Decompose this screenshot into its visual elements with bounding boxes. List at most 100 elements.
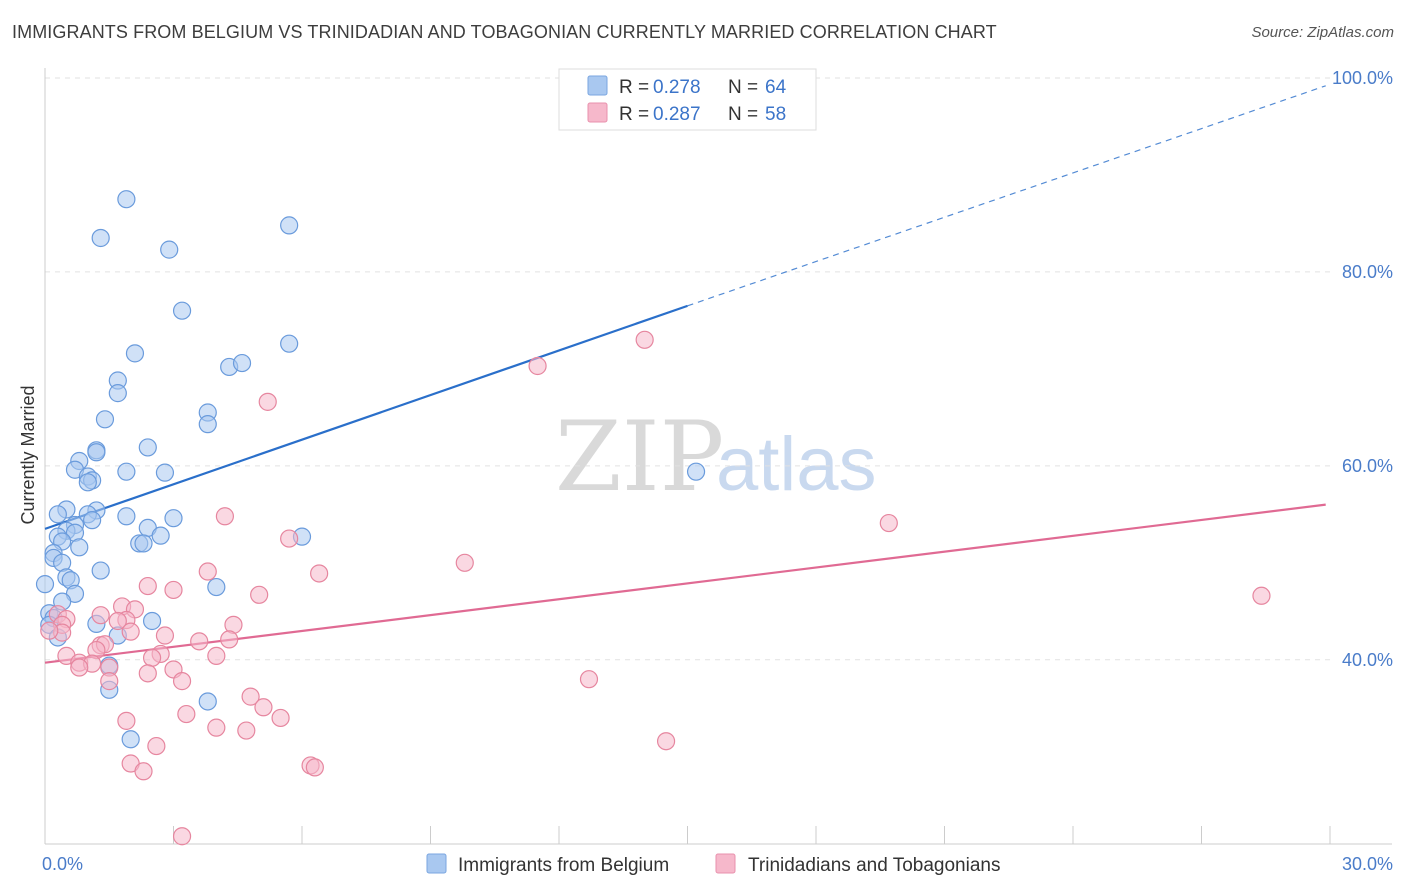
data-point-s1-39 <box>138 664 157 683</box>
data-point-s1-40 <box>100 672 119 691</box>
y-tick-label-2: 60.0% <box>1342 456 1393 476</box>
bottom-legend-swatch-trinidad <box>715 853 736 874</box>
data-point-s1-3 <box>215 507 234 526</box>
legend-n-value-belgium: 64 <box>765 77 787 98</box>
data-point-s0-24 <box>78 473 97 492</box>
data-point-s0-9 <box>108 384 127 403</box>
data-point-s0-37 <box>151 526 170 545</box>
trend-line-0 <box>44 304 688 530</box>
data-point-s1-42 <box>579 670 599 689</box>
data-point-s0-4 <box>172 301 192 320</box>
data-point-s1-55 <box>305 758 324 777</box>
data-point-s1-24 <box>155 626 175 645</box>
data-point-s1-9 <box>138 576 157 596</box>
data-point-s0-42 <box>70 538 89 557</box>
y-axis-label: Currently Married <box>18 385 38 524</box>
data-point-s1-49 <box>237 721 256 740</box>
legend-r-label-belgium: R = <box>619 77 649 98</box>
data-point-s1-44 <box>254 698 273 717</box>
data-point-s0-46 <box>91 561 110 580</box>
trend-lines <box>44 85 1326 664</box>
source-label: Source: ZipAtlas.com <box>1251 24 1394 41</box>
legend-r-value-belgium: 0.278 <box>653 77 701 98</box>
data-point-s0-31 <box>83 511 102 530</box>
data-point-s0-1 <box>91 228 110 248</box>
data-point-s1-7 <box>198 562 217 581</box>
bottom-legend: Immigrants from Belgium Trinidadians and… <box>426 853 1000 876</box>
data-point-s1-4 <box>879 513 898 533</box>
top-legend: R = 0.278 N = 64 R = 0.287 N = 58 <box>558 68 817 131</box>
watermark-zip: ZIP <box>555 401 724 513</box>
data-point-s1-5 <box>280 529 299 548</box>
data-point-s0-62 <box>198 692 217 711</box>
data-point-s1-51 <box>147 736 166 756</box>
x-tick-label-1: 30.0% <box>1342 854 1393 874</box>
data-point-s1-45 <box>177 704 196 724</box>
data-point-s1-26 <box>190 632 209 651</box>
x-tick-label-0: 0.0% <box>42 854 83 874</box>
data-point-s1-48 <box>207 718 226 737</box>
data-point-s1-25 <box>220 630 239 649</box>
data-point-s1-12 <box>1252 586 1271 605</box>
data-point-s1-0 <box>635 330 654 349</box>
data-point-s0-13 <box>198 415 217 434</box>
legend-r-value-trinidad: 0.287 <box>653 104 701 125</box>
data-point-s0-5 <box>125 344 145 363</box>
data-point-s1-1 <box>528 356 547 376</box>
data-point-s1-32 <box>142 648 162 667</box>
data-point-s1-46 <box>271 708 290 728</box>
data-point-s1-22 <box>121 622 140 641</box>
y-tick-label-3: 40.0% <box>1342 650 1393 670</box>
data-point-s0-27 <box>48 505 67 524</box>
data-point-s0-50 <box>207 577 226 597</box>
legend-r-label-trinidad: R = <box>619 104 649 125</box>
data-point-s1-53 <box>134 762 153 781</box>
data-point-s0-11 <box>95 410 115 429</box>
legend-n-label-trinidad: N = <box>728 104 758 125</box>
data-points <box>35 190 1271 846</box>
data-point-s1-50 <box>656 732 676 751</box>
legend-swatch-trinidad <box>587 102 608 123</box>
data-point-s0-29 <box>117 507 136 526</box>
data-point-s1-6 <box>455 553 474 572</box>
data-point-s1-16 <box>91 606 110 625</box>
data-point-s1-8 <box>310 564 329 583</box>
y-tick-label-1: 80.0% <box>1342 262 1393 282</box>
data-point-s1-56 <box>172 827 192 846</box>
y-tick-label-0: 100.0% <box>1332 68 1393 88</box>
bottom-legend-swatch-belgium <box>426 853 447 874</box>
data-point-s1-41 <box>172 672 192 691</box>
trend-line-1 <box>44 503 1326 664</box>
data-point-s0-2 <box>160 240 179 259</box>
trend-line-extension-0 <box>687 85 1326 307</box>
watermark-atlas: atlas <box>716 422 877 507</box>
x-tick-labels: 0.0% 30.0% <box>42 854 1393 874</box>
data-point-s0-30 <box>164 509 183 528</box>
data-point-s1-43 <box>241 687 260 706</box>
data-point-s0-15 <box>87 443 106 462</box>
data-point-s1-2 <box>258 392 277 411</box>
data-point-s0-41 <box>134 534 153 553</box>
data-point-s1-11 <box>250 585 269 604</box>
legend-n-label-belgium: N = <box>728 77 758 98</box>
legend-swatch-belgium <box>587 75 608 96</box>
data-point-s0-19 <box>117 462 136 481</box>
legend-n-value-trinidad: 58 <box>765 104 786 125</box>
bottom-legend-label-trinidad: Trinidadians and Tobagonians <box>748 855 1000 876</box>
data-point-s1-57 <box>40 621 59 640</box>
data-point-s1-21 <box>108 611 127 631</box>
data-point-s1-37 <box>70 658 89 677</box>
data-point-s0-63 <box>121 730 140 749</box>
data-point-s0-10 <box>232 353 252 373</box>
data-point-s1-47 <box>117 711 136 730</box>
data-point-s0-20 <box>155 463 175 482</box>
data-point-s1-10 <box>164 580 183 600</box>
data-point-s0-6 <box>280 334 299 353</box>
data-point-s1-33 <box>207 646 226 665</box>
bottom-legend-label-belgium: Immigrants from Belgium <box>458 855 669 876</box>
data-point-s0-49 <box>35 575 55 594</box>
data-point-s0-56 <box>142 611 162 631</box>
data-point-s0-16 <box>138 438 157 457</box>
data-point-s0-0 <box>117 190 136 209</box>
